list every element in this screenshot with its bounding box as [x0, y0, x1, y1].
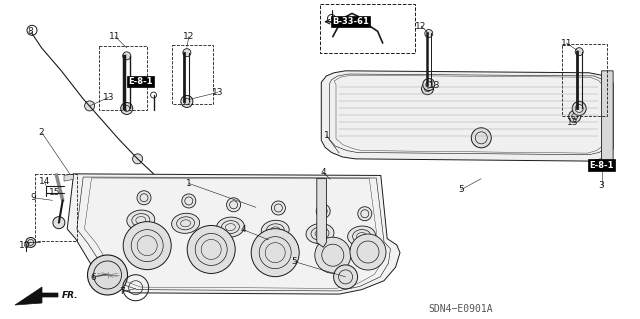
Circle shape — [423, 78, 435, 91]
Polygon shape — [64, 174, 74, 181]
Text: 15: 15 — [49, 189, 60, 197]
Circle shape — [271, 201, 285, 215]
Text: 13: 13 — [212, 88, 223, 97]
Text: 13: 13 — [567, 118, 579, 127]
Circle shape — [227, 198, 241, 212]
Text: 4: 4 — [321, 168, 326, 177]
Polygon shape — [602, 71, 613, 162]
Text: 1: 1 — [186, 179, 191, 188]
Ellipse shape — [306, 224, 334, 243]
Text: 14: 14 — [39, 177, 51, 186]
Circle shape — [333, 265, 358, 289]
Circle shape — [425, 29, 433, 38]
Circle shape — [88, 255, 127, 295]
Circle shape — [422, 83, 433, 95]
Circle shape — [569, 110, 580, 122]
Text: 9: 9 — [31, 193, 36, 202]
Circle shape — [316, 204, 330, 218]
Circle shape — [572, 101, 586, 115]
Circle shape — [188, 226, 236, 273]
Polygon shape — [15, 287, 58, 305]
Text: 10: 10 — [19, 241, 30, 250]
Ellipse shape — [172, 213, 200, 233]
Circle shape — [315, 237, 351, 273]
Text: 5: 5 — [292, 257, 297, 266]
Text: 11: 11 — [561, 39, 572, 48]
Text: 12: 12 — [415, 22, 427, 31]
Circle shape — [84, 101, 95, 111]
Circle shape — [181, 95, 193, 108]
Bar — [320, 4, 415, 53]
Text: 4: 4 — [241, 225, 246, 234]
Bar — [172, 45, 213, 104]
Polygon shape — [67, 174, 400, 294]
Circle shape — [137, 191, 151, 205]
Circle shape — [182, 194, 196, 208]
Ellipse shape — [216, 217, 244, 237]
Bar — [99, 46, 147, 110]
Text: 1: 1 — [324, 131, 329, 140]
Circle shape — [121, 102, 132, 115]
Circle shape — [123, 52, 131, 60]
Text: 6: 6 — [90, 273, 95, 282]
Bar — [562, 44, 607, 116]
Circle shape — [471, 128, 492, 148]
Ellipse shape — [261, 220, 289, 240]
Circle shape — [251, 229, 300, 277]
Text: 8: 8 — [28, 27, 33, 36]
Text: 11: 11 — [109, 32, 121, 41]
Ellipse shape — [348, 226, 376, 246]
Text: 13: 13 — [103, 93, 115, 102]
Text: E-8-1: E-8-1 — [129, 77, 153, 86]
Circle shape — [53, 217, 65, 229]
Text: 13: 13 — [429, 81, 441, 90]
Text: FR.: FR. — [62, 291, 79, 300]
Polygon shape — [321, 71, 613, 161]
Text: 7: 7 — [119, 287, 124, 296]
Polygon shape — [317, 179, 326, 247]
Circle shape — [358, 207, 372, 221]
Text: B-33-61: B-33-61 — [332, 17, 369, 26]
Circle shape — [183, 48, 191, 57]
Text: 3: 3 — [599, 181, 604, 189]
Circle shape — [124, 222, 172, 270]
Text: 12: 12 — [183, 32, 195, 41]
Text: 2: 2 — [39, 128, 44, 137]
Circle shape — [26, 237, 36, 248]
Text: E-8-1: E-8-1 — [589, 161, 614, 170]
Ellipse shape — [127, 210, 155, 230]
Circle shape — [132, 154, 143, 164]
Text: 5: 5 — [458, 185, 463, 194]
Text: SDN4−E0901A: SDN4−E0901A — [429, 304, 493, 314]
Circle shape — [350, 234, 386, 270]
Bar — [35, 174, 77, 241]
Circle shape — [575, 48, 583, 56]
